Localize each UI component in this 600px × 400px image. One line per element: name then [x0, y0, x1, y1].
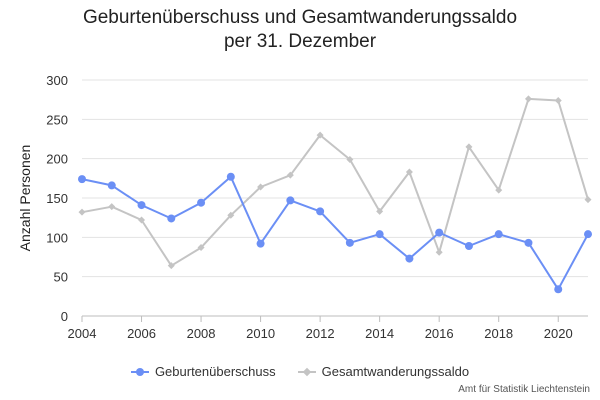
- y-tick-label: 300: [46, 73, 68, 88]
- data-point: [167, 214, 176, 223]
- data-point: [584, 196, 592, 204]
- data-point: [584, 230, 592, 239]
- data-point: [405, 168, 413, 176]
- data-point: [375, 230, 384, 239]
- data-point: [494, 230, 503, 239]
- legend-label: Geburtenüberschuss: [154, 364, 276, 379]
- data-point: [554, 96, 562, 104]
- data-point: [78, 175, 86, 184]
- grid-lines: [82, 79, 588, 278]
- data-point: [197, 198, 206, 207]
- series-lines: [81, 97, 589, 291]
- legend-swatch-circle-icon: [130, 367, 149, 377]
- data-point: [138, 216, 146, 224]
- x-tick-label: 2010: [246, 326, 275, 341]
- legend-swatch-diamond-icon: [297, 367, 316, 377]
- data-markers: [78, 95, 592, 294]
- data-point: [495, 186, 503, 194]
- data-point: [108, 203, 116, 211]
- data-point: [316, 207, 325, 216]
- y-tick-label: 200: [46, 152, 68, 167]
- x-tick-label: 2020: [544, 326, 573, 341]
- x-tick-label: 2012: [306, 326, 335, 341]
- data-point: [107, 181, 116, 190]
- legend-item-gesamtwanderungssaldo[interactable]: Gesamtwanderungssaldo: [297, 364, 470, 379]
- legend-item-geburtenueberschuss[interactable]: Geburtenüberschuss: [130, 364, 276, 379]
- data-point: [227, 211, 235, 219]
- x-tick-label: 2006: [127, 326, 156, 341]
- series-line-geburtenueberschuss: [81, 175, 589, 291]
- credits-text: Amt für Statistik Liechtenstein: [458, 384, 590, 395]
- x-tick-label: 2004: [68, 326, 97, 341]
- data-point: [554, 285, 563, 294]
- y-tick-label: 150: [46, 191, 68, 206]
- x-tick-label: 2016: [425, 326, 454, 341]
- data-point: [316, 131, 324, 139]
- data-point: [286, 196, 295, 205]
- x-tick-label: 2008: [187, 326, 216, 341]
- data-point: [286, 171, 294, 179]
- chart-legend: Geburtenüberschuss Gesamtwanderungssaldo: [0, 364, 600, 379]
- data-point: [465, 143, 473, 151]
- legend-label: Gesamtwanderungssaldo: [321, 364, 470, 379]
- data-point: [78, 208, 86, 216]
- data-point: [524, 95, 532, 103]
- chart-title-line-1: Geburtenüberschuss und Gesamtwanderungss…: [82, 7, 518, 28]
- x-tick-label: 2014: [365, 326, 394, 341]
- data-point: [256, 239, 265, 248]
- chart-title-line-2: per 31. Dezember: [223, 31, 377, 52]
- data-point: [226, 172, 235, 181]
- data-point: [197, 244, 205, 252]
- series-line-gesamtwanderungssaldo: [81, 97, 589, 267]
- chart-title: Geburtenüberschuss und Gesamtwanderungss…: [0, 6, 600, 54]
- y-tick-label: 50: [54, 270, 68, 285]
- data-point: [524, 238, 533, 247]
- y-tick-label: 0: [61, 309, 68, 324]
- y-tick-label: 100: [46, 230, 68, 245]
- y-axis-title: Anzahl Personen: [17, 145, 33, 252]
- data-point: [167, 262, 175, 270]
- data-point: [346, 155, 354, 163]
- data-point: [376, 207, 384, 215]
- data-point: [464, 241, 473, 250]
- data-point: [345, 238, 354, 247]
- x-tick-label: 2018: [484, 326, 513, 341]
- data-point: [435, 228, 444, 237]
- y-tick-label: 250: [46, 112, 68, 127]
- data-point: [435, 248, 443, 256]
- data-point: [405, 254, 414, 263]
- data-point: [257, 183, 265, 191]
- axes: 0 50 100 150 200 250 300 2004 2006 2008 2010 2012 20…: [46, 73, 588, 341]
- data-point: [137, 201, 146, 210]
